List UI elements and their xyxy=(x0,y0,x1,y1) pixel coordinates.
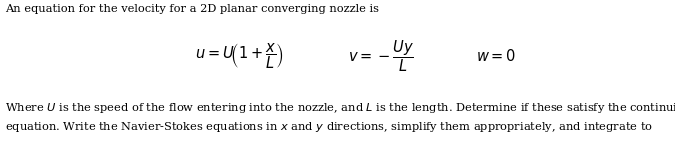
Text: Where $U$ is the speed of the flow entering into the nozzle, and $L$ is the leng: Where $U$ is the speed of the flow enter… xyxy=(5,101,675,141)
Text: $u = U\!\left(1+\dfrac{x}{L}\right)$: $u = U\!\left(1+\dfrac{x}{L}\right)$ xyxy=(195,42,284,71)
Text: $w = 0$: $w = 0$ xyxy=(476,48,516,64)
Text: $v = -\dfrac{Uy}{L}$: $v = -\dfrac{Uy}{L}$ xyxy=(348,39,414,74)
Text: An equation for the velocity for a 2D planar converging nozzle is: An equation for the velocity for a 2D pl… xyxy=(5,4,379,14)
